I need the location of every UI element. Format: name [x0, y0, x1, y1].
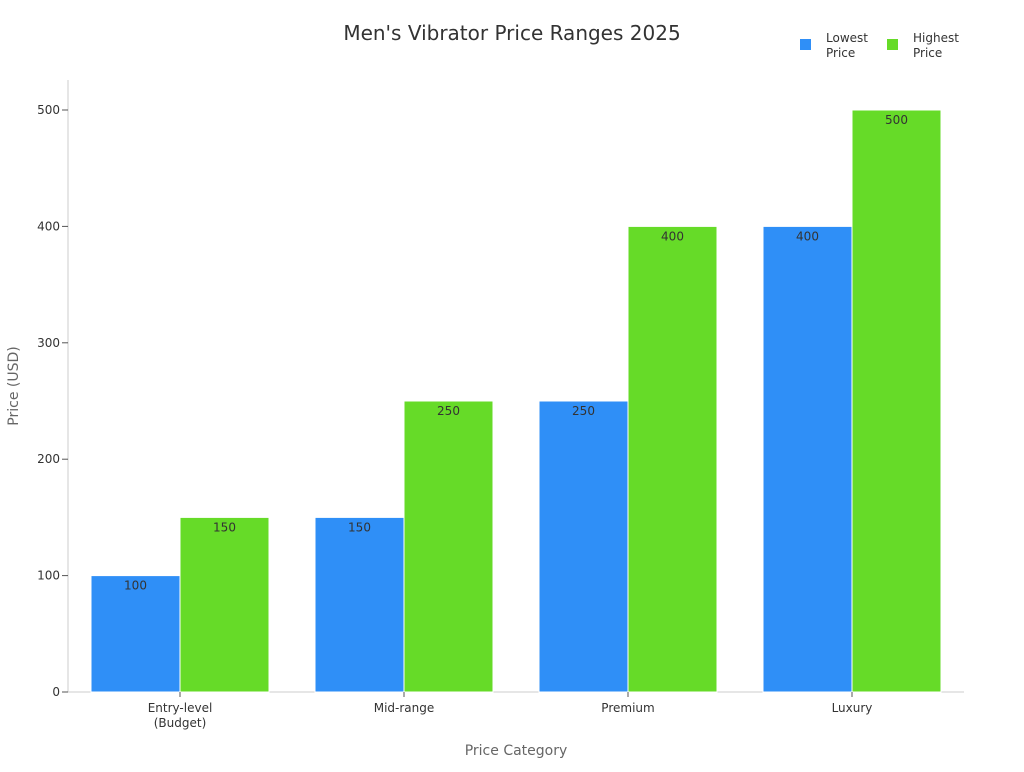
x-tick-label-line: Premium	[601, 701, 654, 715]
legend-label: Lowest Price	[826, 31, 868, 60]
legend-label-line: Highest	[913, 31, 959, 45]
bar-lowest	[538, 400, 629, 693]
data-label: 400	[796, 229, 819, 243]
bar-highest	[179, 516, 270, 693]
y-tick-label: 100	[37, 569, 60, 583]
bar-lowest	[314, 516, 405, 693]
x-axis-title: Price Category	[465, 743, 568, 759]
bar-lowest	[762, 225, 853, 693]
data-label: 500	[885, 113, 908, 127]
bar-highest	[627, 225, 718, 693]
legend-label-line: Price	[826, 46, 855, 60]
y-tick-label: 0	[52, 685, 60, 699]
data-label: 150	[348, 520, 371, 534]
x-tick-label-line: (Budget)	[154, 716, 207, 730]
y-tick-label: 400	[37, 219, 60, 233]
legend-label-line: Price	[913, 46, 942, 60]
bar-highest	[851, 109, 942, 693]
data-label: 100	[124, 579, 147, 593]
chart-title: Men's Vibrator Price Ranges 2025	[343, 21, 680, 45]
legend-swatch	[800, 39, 811, 50]
data-label: 400	[661, 229, 684, 243]
legend-label-line: Lowest	[826, 31, 868, 45]
x-tick-label-line: Entry-level	[148, 701, 213, 715]
y-tick-label: 500	[37, 103, 60, 117]
data-label: 250	[572, 404, 595, 418]
y-tick-label: 300	[37, 336, 60, 350]
bar-lowest	[90, 575, 181, 693]
x-tick-label: Luxury	[832, 701, 873, 715]
x-tick-label: Premium	[601, 701, 654, 715]
bar-highest	[403, 400, 494, 693]
y-axis-title: Price (USD)	[6, 346, 22, 425]
x-tick-label: Entry-level (Budget)	[148, 701, 213, 730]
data-label: 250	[437, 404, 460, 418]
y-tick-label: 200	[37, 452, 60, 466]
data-label: 150	[213, 520, 236, 534]
legend-swatch	[887, 39, 898, 50]
x-tick-label-line: Luxury	[832, 701, 873, 715]
legend-label: Highest Price	[913, 31, 959, 60]
x-tick-label-line: Mid-range	[374, 701, 435, 715]
x-tick-label: Mid-range	[374, 701, 435, 715]
